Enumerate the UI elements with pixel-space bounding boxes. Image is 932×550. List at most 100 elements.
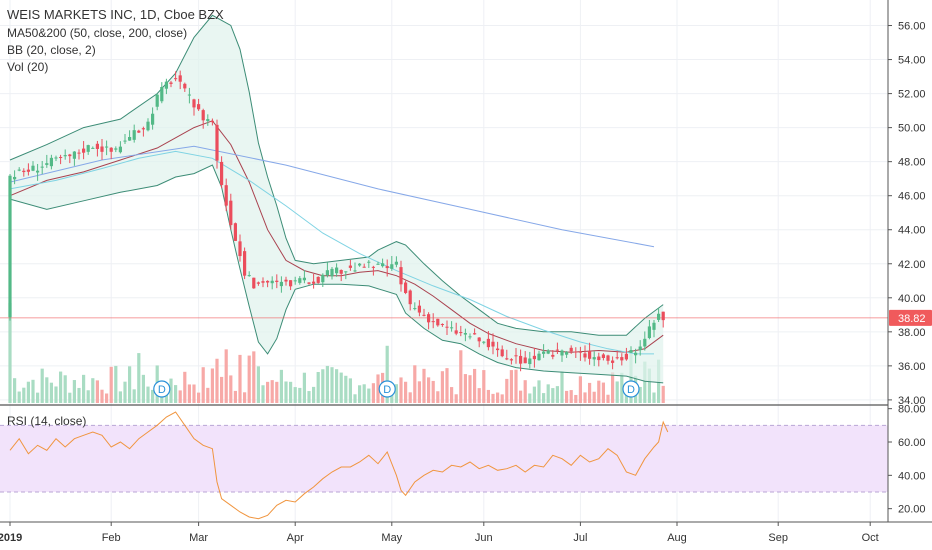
candle-body [31,165,35,171]
rsi-tick-label: 40.00 [898,470,926,482]
candle-body [339,269,343,274]
price-tick-label: 54.00 [898,55,926,67]
volume-bar [312,386,316,403]
volume-bar [229,375,233,403]
chart-title: WEIS MARKETS INC, 1D, Cboe BZX [7,7,224,22]
volume-bar [643,361,647,403]
volume-bar [325,365,329,403]
candle-body [174,78,178,80]
ma200-line [9,145,655,248]
volume-bar [661,385,665,403]
volume-bar [31,379,35,403]
candle-body [528,358,532,365]
volume-legend[interactable]: Vol (20) [7,60,49,74]
rsi-pane [0,411,888,520]
volume-bar [583,392,587,403]
volume-bar [514,369,518,403]
candle-body [362,266,366,268]
price-tick-label: 52.00 [898,89,926,101]
volume-bar [284,381,288,403]
candle-body [201,110,205,121]
candle-body [638,346,642,351]
candle-body [399,267,403,285]
volume-bar [36,392,40,403]
grid [0,0,888,522]
price-tick-label: 38.00 [898,327,926,339]
volume-bar [118,391,122,403]
volume-bar [486,389,490,403]
volume-bar [59,371,63,403]
candle-body [496,348,500,351]
volume-bar [302,372,306,403]
price-tick-label: 50.00 [898,123,926,135]
candle-body [192,99,196,108]
volume-bar [26,381,30,403]
dividend-marker[interactable] [378,380,396,398]
candle-body [394,261,398,265]
bb-upper [9,14,664,336]
volume-bar [215,358,219,403]
volume-bar [91,378,95,403]
volume-bar [431,380,435,403]
bb-lower [9,164,664,384]
volume-bar [459,350,463,403]
candle-body [440,324,444,326]
candle-body [229,200,233,226]
candle-body [588,350,592,359]
volume-bar [45,377,49,403]
candle-body [367,261,371,263]
candle-body [256,282,260,284]
rsi-tick-label: 80.00 [898,404,926,416]
candle-body [413,308,417,310]
volume-bar [128,366,132,403]
bb-legend[interactable]: BB (20, close, 2) [7,43,96,57]
price-tick-label: 56.00 [898,21,926,33]
candle-body [450,327,454,329]
candle-body [17,169,21,171]
rsi-legend[interactable]: RSI (14, close) [7,414,87,428]
candle-body [624,353,628,360]
volume-bar [417,381,421,403]
volume-bar [256,366,260,403]
volume-bar [555,386,559,403]
candle-body [551,354,555,357]
volume-bar [537,380,541,403]
volume-bar [298,387,302,403]
candle-body [629,350,633,353]
dividend-marker[interactable] [622,380,640,398]
volume-bar [49,382,53,403]
candle-body [601,354,605,359]
volume-bar [440,371,444,403]
candle-body [542,351,546,354]
volume-bar [399,377,403,403]
volume-bar [344,375,348,403]
candle-body [560,350,564,356]
volume-bar [574,394,578,403]
candle-body [611,360,615,363]
dividend-label: D [383,384,391,396]
volume-bars [8,303,665,403]
volume-bar [578,376,582,403]
volume-bar [197,392,201,403]
volume-bar [404,381,408,403]
candle-body [647,326,651,339]
candle-body [358,263,362,266]
volume-bar [371,383,375,403]
candle-body [220,161,224,186]
candle-body [233,223,237,241]
ma-legend[interactable]: MA50&200 (50, close, 200, close) [7,26,188,40]
candle-body [8,175,12,318]
volume-bar [321,369,325,403]
dividend-label: D [627,384,635,396]
volume-bar [183,371,187,403]
last-price-tag [889,309,932,326]
dividend-marker[interactable] [153,380,171,398]
candle-body [546,350,550,354]
volume-bar [8,303,12,403]
candle-body [68,154,72,157]
volume-bar [114,365,118,403]
candle-body [197,104,201,110]
volume-bar [169,378,173,403]
